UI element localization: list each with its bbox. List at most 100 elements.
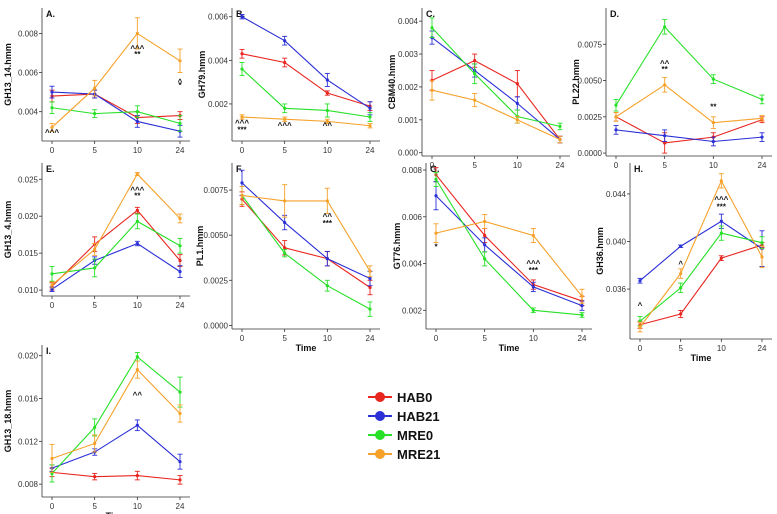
- x-tick-label: 5: [282, 334, 287, 343]
- data-point: [135, 473, 139, 478]
- data-point: [760, 241, 764, 245]
- data-point: [135, 355, 139, 359]
- significance-annotation: ^^^: [278, 121, 292, 130]
- x-tick-label: 24: [758, 161, 767, 170]
- data-point: [178, 258, 182, 263]
- significance-annotation: ***: [529, 266, 539, 275]
- x-tick-label: 5: [282, 146, 287, 155]
- series-hab0: [49, 467, 183, 485]
- y-axis-label: GH13_4.hmm: [3, 201, 13, 259]
- data-point: [135, 368, 139, 372]
- significance-annotation: ^^^: [235, 119, 249, 128]
- data-point: [719, 179, 723, 183]
- y-tick-label: 0.0050: [204, 231, 229, 240]
- y-tick-label: 0.002: [398, 83, 419, 92]
- y-tick-label: 0.004: [18, 108, 39, 117]
- y-axis-label: GH13_18.hmm: [3, 390, 13, 453]
- legend-item-mre21: MRE21: [368, 447, 440, 462]
- data-point: [531, 233, 535, 238]
- series-mre0: [433, 171, 585, 318]
- data-point: [240, 181, 244, 185]
- x-tick-label: 0: [430, 161, 435, 170]
- series-hab21: [49, 240, 183, 293]
- series-mre21: [433, 213, 585, 304]
- x-axis-label: Time: [691, 353, 712, 363]
- significance-annotation: ^: [178, 77, 183, 86]
- x-tick-label: 5: [92, 146, 97, 155]
- data-point: [93, 425, 97, 430]
- x-tick-label: 5: [662, 161, 667, 170]
- significance-annotation: *: [434, 243, 438, 252]
- series-line: [241, 182, 371, 279]
- series-mre0: [613, 19, 765, 112]
- series-hab21: [433, 181, 585, 311]
- data-point: [760, 135, 764, 139]
- data-point: [93, 247, 97, 252]
- data-point: [430, 88, 434, 92]
- series-hab21: [429, 30, 563, 144]
- series-line: [51, 471, 181, 481]
- data-point: [178, 216, 182, 221]
- significance-annotation: ^^^: [45, 128, 59, 137]
- series-line: [51, 93, 181, 119]
- significance-annotation: **: [710, 103, 717, 112]
- x-tick-label: 10: [323, 334, 332, 343]
- series-mre21: [613, 77, 765, 129]
- y-tick-label: 0.044: [606, 190, 627, 199]
- significance-annotation: ^^^: [526, 259, 540, 268]
- series-line: [615, 84, 763, 124]
- x-tick-label: 10: [133, 146, 142, 155]
- data-point: [135, 119, 139, 124]
- legend-label: HAB21: [397, 409, 440, 424]
- data-point: [368, 269, 372, 273]
- data-point: [178, 478, 182, 482]
- series-line: [51, 368, 181, 459]
- data-point: [531, 308, 535, 312]
- y-tick-label: 0.002: [402, 306, 423, 315]
- y-tick-label: 0.0050: [578, 77, 603, 86]
- legend-label: HAB0: [397, 390, 432, 405]
- data-point: [711, 139, 715, 144]
- data-point: [325, 199, 329, 203]
- y-tick-label: 0.008: [402, 166, 423, 175]
- data-point: [325, 78, 329, 82]
- data-point: [434, 194, 438, 198]
- data-point: [368, 285, 372, 290]
- significance-annotation: ***: [717, 202, 727, 211]
- data-point: [483, 219, 487, 224]
- data-point: [178, 244, 182, 248]
- data-point: [614, 115, 618, 119]
- data-point: [178, 59, 182, 63]
- data-point: [283, 199, 287, 203]
- series-mre21: [239, 184, 373, 278]
- series-hab21: [239, 14, 373, 116]
- y-tick-label: 0.001: [398, 116, 419, 125]
- y-tick-label: 0.004: [398, 17, 419, 26]
- data-point: [473, 98, 477, 102]
- series-line: [51, 173, 181, 286]
- data-point: [135, 241, 139, 246]
- significance-annotation: ^: [678, 259, 683, 268]
- data-point: [473, 59, 477, 63]
- series-mre0: [239, 186, 373, 317]
- data-point: [679, 286, 683, 290]
- y-tick-label: 0.0075: [204, 186, 229, 195]
- data-point: [325, 257, 329, 261]
- series-mre0: [637, 225, 765, 327]
- series-hab0: [429, 53, 563, 144]
- y-tick-label: 0.003: [398, 50, 419, 59]
- y-axis-label: GT76.hmm: [392, 223, 402, 270]
- data-point: [434, 231, 438, 235]
- y-tick-label: 0.0025: [578, 113, 603, 122]
- series-hab0: [637, 242, 765, 329]
- data-point: [711, 121, 715, 125]
- data-point: [614, 128, 618, 132]
- x-tick-label: 0: [638, 344, 643, 353]
- data-point: [679, 244, 683, 248]
- series-line: [241, 53, 371, 107]
- x-tick-label: 0: [50, 502, 55, 511]
- panel-d: 0.0000 0.0025 0.0050 0.0075 0 5 10 24 PL22.hmm D.…: [571, 8, 772, 170]
- data-point: [580, 294, 584, 298]
- data-point: [50, 106, 54, 110]
